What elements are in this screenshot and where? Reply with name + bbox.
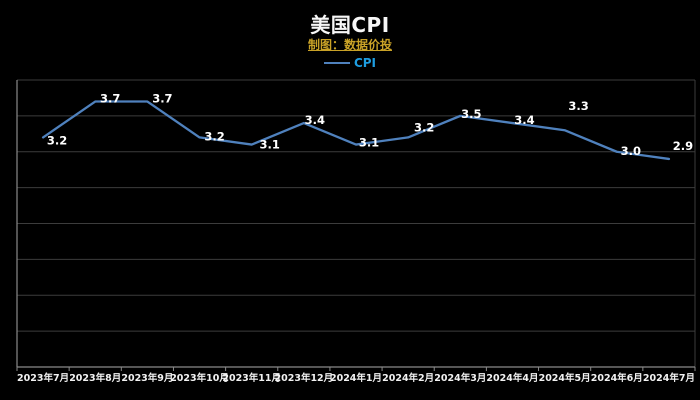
x-axis-label: 2023年12月 xyxy=(275,372,334,384)
data-label: 3.4 xyxy=(305,113,325,127)
x-axis-label: 2023年8月 xyxy=(69,372,121,384)
data-label: 3.2 xyxy=(414,120,434,134)
data-label: 3.1 xyxy=(260,138,280,152)
data-label: 3.7 xyxy=(152,92,172,106)
data-label: 3.1 xyxy=(359,136,379,150)
x-axis-label: 2024年5月 xyxy=(539,372,591,384)
x-axis-label: 2024年2月 xyxy=(382,372,434,384)
chart-legend: CPI xyxy=(0,56,700,70)
x-axis-label: 2024年7月 xyxy=(643,372,695,384)
data-label: 3.2 xyxy=(204,129,224,143)
x-axis-label: 2023年9月 xyxy=(121,372,173,384)
data-label: 3.3 xyxy=(568,99,588,113)
cpi-series-line xyxy=(41,100,671,161)
x-axis-label: 2024年6月 xyxy=(591,372,643,384)
data-label: 3.4 xyxy=(514,113,534,127)
data-label: 3.2 xyxy=(47,133,67,147)
x-axis-label: 2024年4月 xyxy=(486,372,538,384)
data-label: 3.5 xyxy=(461,107,481,121)
x-axis-label: 2024年1月 xyxy=(330,372,382,384)
legend-line-swatch-icon xyxy=(323,62,350,64)
data-label: 3.7 xyxy=(100,92,120,106)
data-label: 2.9 xyxy=(673,139,693,153)
data-label: 3.0 xyxy=(621,144,641,158)
legend-series-label: CPI xyxy=(353,56,377,70)
x-axis-label: 2023年10月 xyxy=(170,372,229,384)
x-axis-label: 2023年11月 xyxy=(222,372,281,384)
chart-subtitle: 制图：数据价投 xyxy=(307,38,392,52)
x-axis-label: 2023年7月 xyxy=(17,372,69,384)
x-axis-label: 2024年3月 xyxy=(434,372,486,384)
chart-title: 美国CPI xyxy=(310,13,390,37)
